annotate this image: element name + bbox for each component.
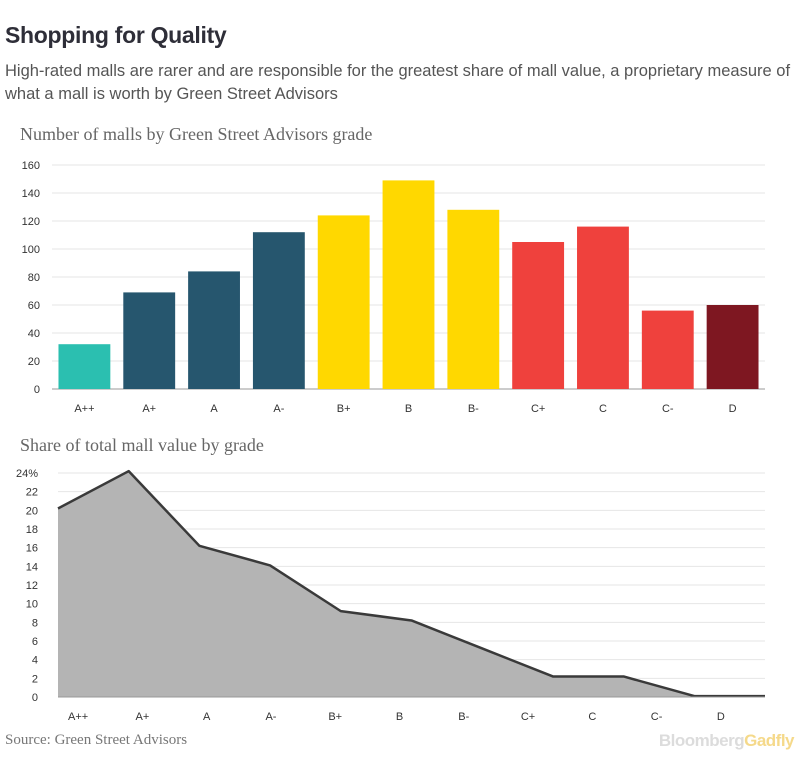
bar-x-tick-label: B- <box>468 403 479 415</box>
bar-y-tick-label: 60 <box>28 300 40 312</box>
brand-logo: BloombergGadfly <box>658 731 795 751</box>
area-y-tick-label: 18 <box>26 524 38 536</box>
area-x-tick-label: B- <box>458 711 469 723</box>
bar-y-tick-label: 160 <box>22 160 40 172</box>
area-y-tick-label: 16 <box>26 543 38 555</box>
bar-x-tick-label: D <box>729 403 737 415</box>
malls-by-grade-bar-chart: 0 20 40 60 80 100 120 140 160 A++ A+ A A- B+ B B- C+ C C- D <box>22 160 765 415</box>
bar-B- <box>447 209 500 389</box>
area-x-tick-label: A- <box>265 711 276 723</box>
area-y-tick-label: 8 <box>32 617 38 629</box>
area-y-tick-label: 12 <box>26 580 38 592</box>
bar-chart-title: Number of malls by Green Street Advisors… <box>20 124 373 144</box>
bar-x-tick-label: A+ <box>142 403 156 415</box>
area-chart-title: Share of total mall value by grade <box>20 435 264 455</box>
area-y-tick-label: 22 <box>26 487 38 499</box>
bar-B+ <box>317 215 370 389</box>
bar-A+ <box>123 292 176 389</box>
bar-D <box>706 305 759 389</box>
bar-x-tick-label: C+ <box>531 403 545 415</box>
bar-x-tick-label: C <box>599 403 607 415</box>
bar-x-tick-label: A <box>210 403 218 415</box>
area-x-tick-label: B+ <box>328 711 342 723</box>
bar-y-tick-label: 100 <box>22 244 40 256</box>
bar-A- <box>252 232 305 389</box>
area-y-tick-label: 10 <box>26 599 38 611</box>
chart-subtitle: High-rated malls are rarer and are respo… <box>5 62 791 103</box>
value-share-area-chart: 0 2 4 6 8 10 12 14 16 18 20 22 24% A++ A+ A A- B+ B B- C+ C C-… <box>16 468 766 723</box>
bar-y-tick-label: 40 <box>28 328 40 340</box>
brand-gadfly: Gadfly <box>744 731 794 750</box>
bar-C <box>577 226 629 389</box>
bar-x-tick-label: C- <box>662 403 674 415</box>
area-fill <box>58 471 765 697</box>
area-y-tick-label: 2 <box>32 673 38 685</box>
area-y-tick-label: 0 <box>32 692 38 704</box>
bar-C- <box>641 310 694 389</box>
bar-x-tick-label: A- <box>273 403 284 415</box>
area-x-tick-label: D <box>717 711 725 723</box>
bar-y-tick-label: 20 <box>28 356 40 368</box>
area-x-tick-label: A <box>203 711 211 723</box>
area-x-tick-label: C- <box>651 711 663 723</box>
chart-headline: Shopping for Quality <box>5 22 227 48</box>
area-y-tick-label: 6 <box>32 636 38 648</box>
area-x-tick-label: C+ <box>521 711 535 723</box>
area-x-tick-label: C <box>588 711 596 723</box>
area-x-tick-label: A++ <box>68 711 88 723</box>
area-x-tick-label: A+ <box>136 711 150 723</box>
bar-x-tick-label: A++ <box>74 403 94 415</box>
bar-x-tick-label: B+ <box>337 403 351 415</box>
area-y-tick-label: 14 <box>26 561 38 573</box>
bar-x-tick-label: B <box>405 403 412 415</box>
bar-C+ <box>512 242 565 389</box>
brand-bloomberg: Bloomberg <box>658 731 745 750</box>
bar-A <box>188 271 240 389</box>
bar-y-tick-label: 120 <box>22 216 40 228</box>
bar-y-tick-label: 80 <box>28 272 40 284</box>
bar-B <box>382 180 435 389</box>
area-y-tick-label: 4 <box>32 655 38 667</box>
bar-A++ <box>58 344 111 389</box>
source-note: Source: Green Street Advisors <box>5 732 188 748</box>
bar-y-tick-label: 0 <box>34 384 40 396</box>
area-y-tick-label: 20 <box>26 505 38 517</box>
area-y-tick-label: 24% <box>16 468 38 480</box>
area-x-tick-label: B <box>396 711 403 723</box>
bar-y-tick-label: 140 <box>22 188 40 200</box>
